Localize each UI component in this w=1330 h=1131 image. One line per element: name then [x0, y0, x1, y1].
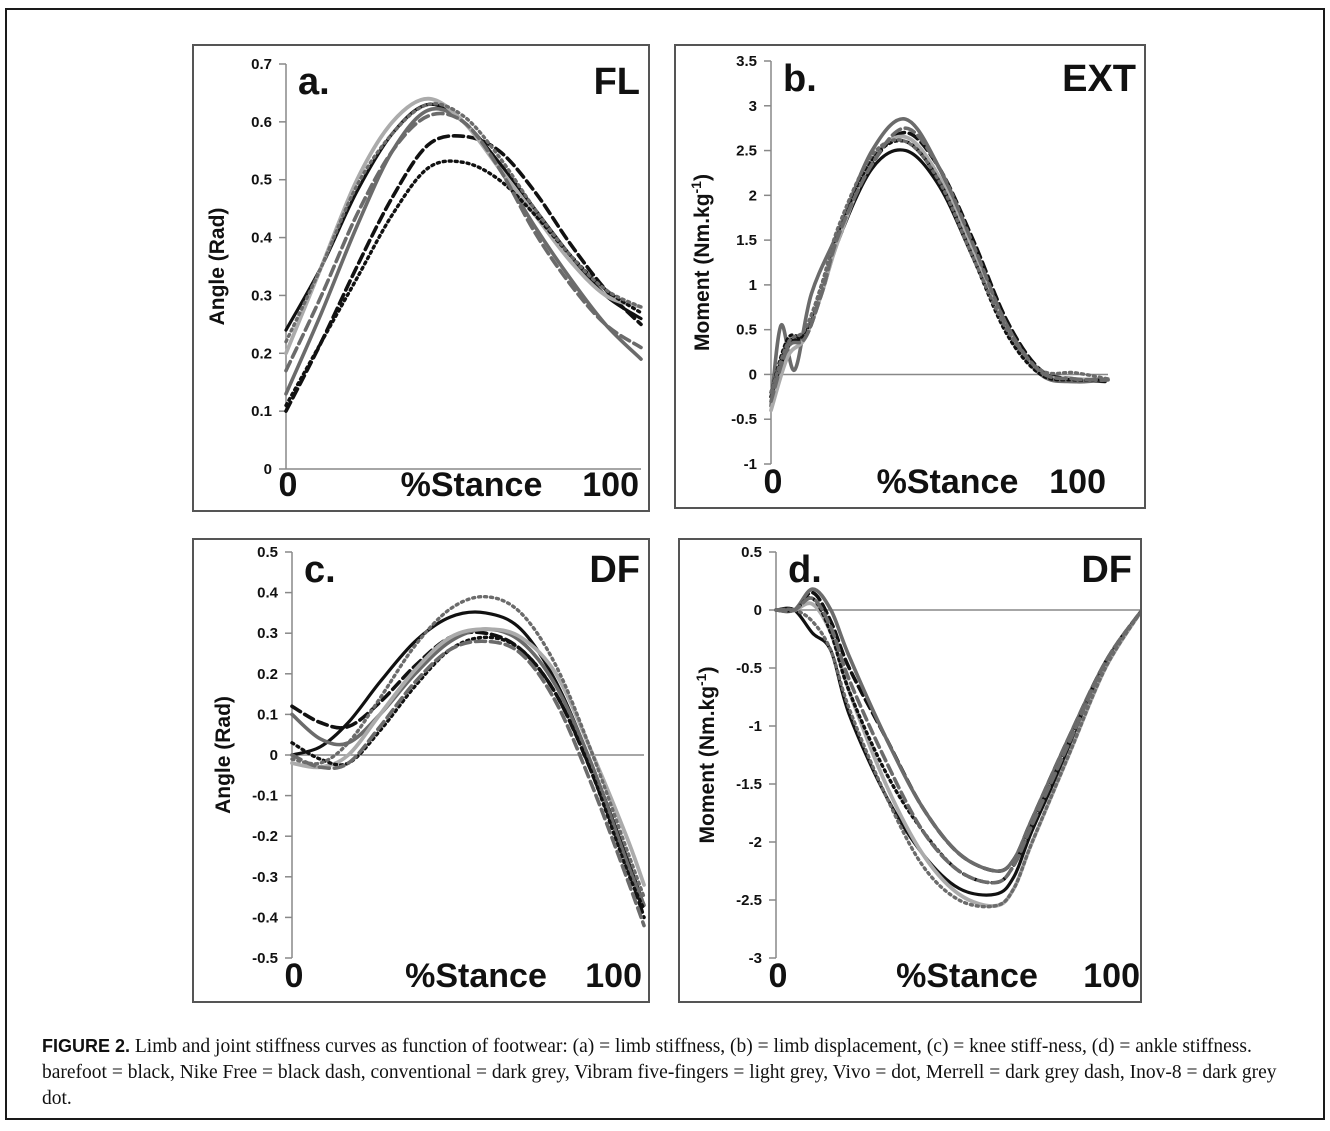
y-axis-title: Angle (Rad) — [212, 696, 235, 814]
y-axis-title-superscript: -1 — [688, 181, 704, 194]
panel-d: -3 -2.5 -2 -1.5 -1 -0.5 0 0.5 Moment (Nm.kg-1) 0%… — [678, 538, 1142, 1003]
series-line-black-dot — [769, 138, 1110, 395]
panel-c: -0.5 -0.4 -0.3 -0.2 -0.1 0 0.1 0.2 0.3 0.4 0.5 Angl… — [192, 538, 650, 1003]
y-tick-label: -2.5 — [736, 892, 762, 909]
y-axis-title-end: ) — [691, 174, 714, 181]
y-axis-title-superscript: -1 — [693, 673, 709, 686]
x-tick-label-end: 100 — [1083, 957, 1140, 995]
y-tick-label: -0.5 — [736, 660, 762, 677]
x-axis-title: %Stance — [405, 957, 547, 995]
x-tick-label-end: 100 — [582, 466, 639, 504]
y-tick-label: 0.1 — [251, 403, 272, 420]
y-tick-label: 0 — [264, 461, 272, 478]
panel-tag: DF — [589, 549, 640, 591]
y-tick-label: 0.3 — [257, 625, 278, 642]
series-line-black-solid — [774, 606, 1140, 897]
y-axis-title: Moment (Nm.kg-1) — [688, 174, 714, 351]
x-tick-label-start: 0 — [769, 957, 788, 995]
x-axis-title: %Stance — [877, 463, 1019, 501]
y-tick-label: 0.4 — [257, 585, 279, 602]
y-tick-label: -0.1 — [252, 788, 278, 805]
y-tick-label: 0.7 — [251, 56, 272, 73]
figure-caption: FIGURE 2. Limb and joint stiffness curve… — [42, 1033, 1302, 1112]
y-tick-label: -2 — [749, 834, 762, 851]
series-line-light-grey-solid — [290, 627, 646, 887]
series-line-dark-grey-solid — [774, 587, 1140, 873]
y-tick-label: 0.3 — [251, 287, 272, 304]
panel-tag: FL — [594, 61, 640, 103]
y-tick-label: 2.5 — [736, 143, 757, 160]
y-tick-label: -0.2 — [252, 828, 278, 845]
y-tick-label: -0.3 — [252, 869, 278, 886]
series-line-dark-grey-dot — [774, 607, 1140, 909]
series-line-dark-grey-dash — [774, 596, 1140, 885]
y-tick-label: 3.5 — [736, 53, 757, 70]
x-tick-label-start: 0 — [285, 957, 304, 995]
panel-b: -1 -0.5 0 0.5 1 1.5 2 2.5 3 3.5 Moment (Nm.kg-1) 0%… — [674, 44, 1146, 509]
series-line-black-dot — [774, 596, 1140, 885]
series-line-dark-grey-dash — [284, 111, 643, 373]
y-tick-label: 0.1 — [257, 706, 278, 723]
y-tick-label: -3 — [749, 950, 762, 967]
panel-tag: DF — [1081, 549, 1132, 591]
y-tick-label: 0 — [749, 366, 757, 383]
series-line-dark-grey-dot — [284, 102, 643, 344]
series-line-dark-grey-solid — [769, 117, 1110, 408]
y-tick-label: -0.5 — [731, 411, 757, 428]
y-tick-label: 1 — [749, 277, 757, 294]
panel-letter: a. — [298, 61, 330, 103]
y-tick-label: 0.5 — [257, 544, 278, 561]
y-tick-label: 0.5 — [741, 544, 762, 561]
panel-letter: b. — [783, 58, 817, 100]
panel-letter: d. — [788, 549, 822, 591]
y-tick-label: 0 — [754, 602, 762, 619]
series-line-dark-grey-dash — [769, 126, 1110, 404]
series-line-light-grey-solid — [769, 134, 1110, 413]
y-tick-label: 0 — [270, 747, 278, 764]
y-tick-label: -1 — [749, 718, 762, 735]
chart-svg: 0 0.1 0.2 0.3 0.4 0.5 0.6 0.7 Angle (Rad) 0 %Stanc… — [206, 56, 643, 504]
series-line-black-solid — [769, 148, 1110, 403]
x-axis-title: %Stance — [401, 466, 543, 504]
y-axis-title: Angle (Rad) — [206, 208, 229, 326]
series-line-light-grey-solid — [774, 601, 1140, 908]
y-tick-label: 1.5 — [736, 232, 757, 249]
series-line-black-dash — [284, 134, 643, 413]
y-tick-label: 0.6 — [251, 114, 272, 131]
y-tick-label: 0.2 — [251, 345, 272, 362]
y-tick-label: -0.4 — [252, 909, 279, 926]
y-tick-label: 0.5 — [736, 322, 757, 339]
y-tick-label: -1.5 — [736, 776, 762, 793]
y-tick-label: 0.2 — [257, 666, 278, 683]
series-line-dark-grey-dash — [290, 639, 646, 928]
x-tick-label-end: 100 — [585, 957, 642, 995]
series-line-black-dash — [290, 630, 646, 920]
y-axis-title-main: Moment (Nm.kg — [691, 193, 714, 351]
series-line-black-dot — [284, 159, 643, 408]
caption-text: Limb and joint stiffness curves as funct… — [42, 1036, 1277, 1109]
panel-letter: c. — [304, 549, 336, 591]
y-tick-label: 0.5 — [251, 172, 272, 189]
y-tick-label: 3 — [749, 98, 757, 115]
panel-tag: EXT — [1062, 58, 1136, 100]
series-line-dark-grey-dot — [290, 594, 646, 899]
series-line-black-dot — [290, 635, 646, 911]
caption-label: FIGURE 2. — [42, 1036, 131, 1056]
x-tick-label-end: 100 — [1049, 463, 1106, 501]
y-axis-title: Moment (Nm.kg-1) — [693, 667, 719, 844]
y-tick-label: 2 — [749, 187, 757, 204]
chart-svg: -0.5 -0.4 -0.3 -0.2 -0.1 0 0.1 0.2 0.3 0.4 0.5 Angl… — [212, 544, 646, 995]
y-axis-title-main: Moment (Nm.kg — [696, 686, 719, 844]
y-tick-label: 0.4 — [251, 230, 273, 247]
panel-a: 0 0.1 0.2 0.3 0.4 0.5 0.6 0.7 Angle (Rad) 0 %Stanc… — [192, 44, 650, 512]
x-tick-label-start: 0 — [279, 466, 298, 504]
series-line-dark-grey-dot — [769, 138, 1110, 395]
x-tick-label-start: 0 — [764, 463, 783, 501]
y-tick-label: -0.5 — [252, 950, 278, 967]
y-tick-label: -1 — [744, 456, 757, 473]
y-axis-title-end: ) — [696, 667, 719, 674]
x-axis-title: %Stance — [896, 957, 1038, 995]
